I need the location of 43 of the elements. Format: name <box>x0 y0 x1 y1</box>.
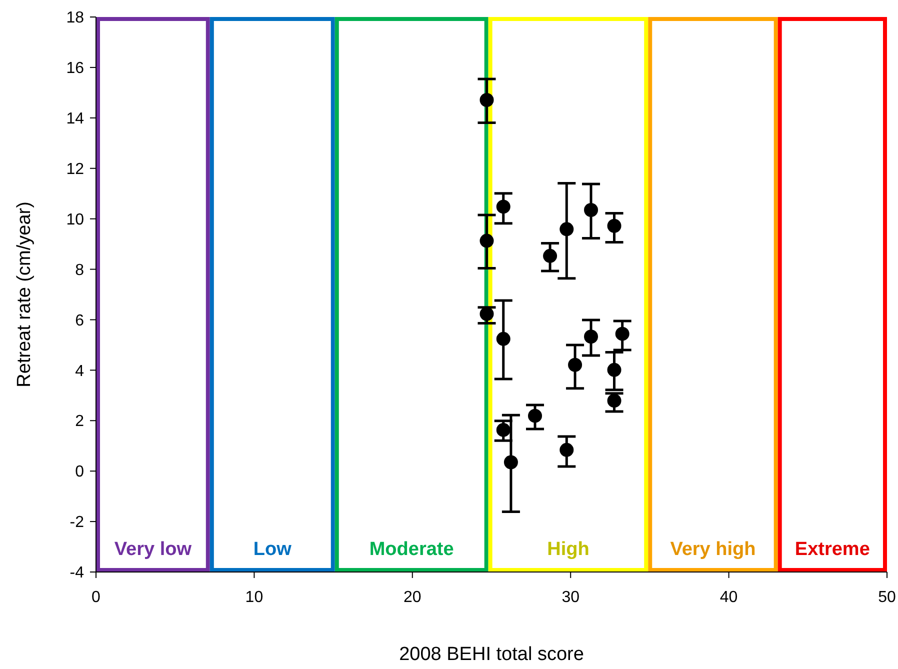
x-tick-label: 0 <box>92 589 101 606</box>
point <box>607 218 622 233</box>
y-tick-label: 18 <box>66 10 84 27</box>
point <box>480 234 494 248</box>
y-tick-label: 8 <box>75 262 84 279</box>
point <box>584 202 598 217</box>
y-tick-label: 16 <box>66 60 84 78</box>
y-axis-title: Retreat rate (cm/year) <box>14 202 35 388</box>
point <box>496 422 510 437</box>
point <box>607 362 622 377</box>
x-axis-title: 2008 BEHI total score <box>399 644 584 665</box>
point <box>543 248 558 263</box>
x-tick-label: 50 <box>878 589 896 606</box>
y-tick-label: 6 <box>75 312 84 330</box>
y-tick-label: -4 <box>70 564 84 582</box>
y-tick-label: 2 <box>75 413 84 430</box>
point <box>568 358 582 372</box>
point <box>615 326 630 341</box>
y-tick-label: 0 <box>75 464 84 481</box>
band-label: Very high <box>670 539 756 560</box>
point <box>504 455 518 470</box>
y-tick-label: 4 <box>75 362 84 380</box>
point <box>584 330 598 344</box>
x-tick-label: 30 <box>562 589 580 606</box>
point <box>480 93 494 107</box>
point <box>496 200 510 214</box>
y-tick-label: 10 <box>66 211 84 228</box>
band-label: High <box>547 539 590 560</box>
point <box>560 442 574 457</box>
point <box>480 306 494 321</box>
point <box>528 408 542 423</box>
point <box>560 222 574 236</box>
x-tick-label: 20 <box>404 589 422 606</box>
band-label: Moderate <box>369 539 454 560</box>
band-label: Low <box>253 539 292 560</box>
band-label: Extreme <box>794 539 870 560</box>
y-tick-label: 12 <box>66 160 84 178</box>
y-tick-label: 14 <box>66 110 84 128</box>
point <box>496 332 510 346</box>
band-label: Very low <box>114 539 192 560</box>
x-tick-label: 40 <box>720 589 738 606</box>
x-tick-label: 10 <box>245 589 264 606</box>
y-tick-label: -2 <box>70 514 84 532</box>
